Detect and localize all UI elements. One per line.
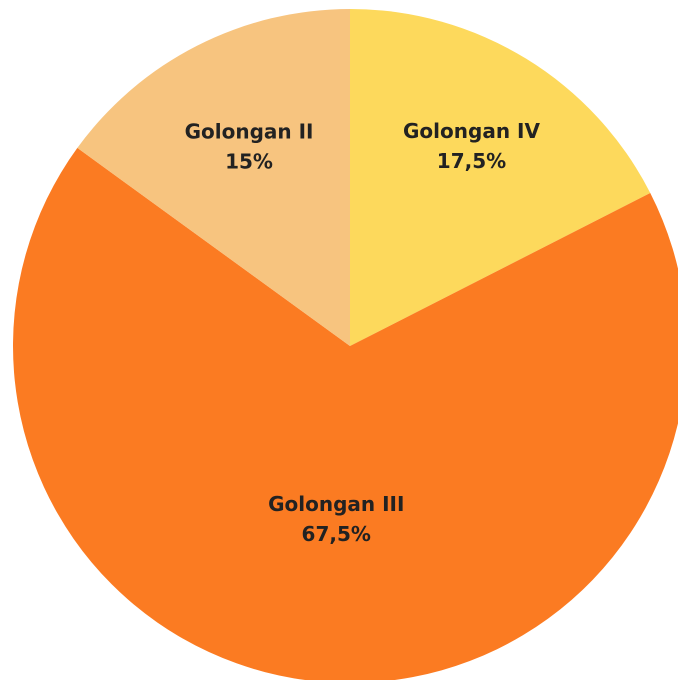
pie-slice bbox=[13, 147, 678, 680]
slice-label: Golongan IV bbox=[403, 119, 540, 143]
pie-slice bbox=[77, 9, 351, 346]
pie-slice bbox=[350, 9, 651, 346]
slice-value: 15% bbox=[225, 149, 273, 173]
slice-label: Golongan III bbox=[268, 492, 404, 516]
slice-value: 67,5% bbox=[302, 522, 371, 546]
slice-value: 17,5% bbox=[437, 149, 506, 173]
slice-label: Golongan II bbox=[185, 119, 314, 143]
